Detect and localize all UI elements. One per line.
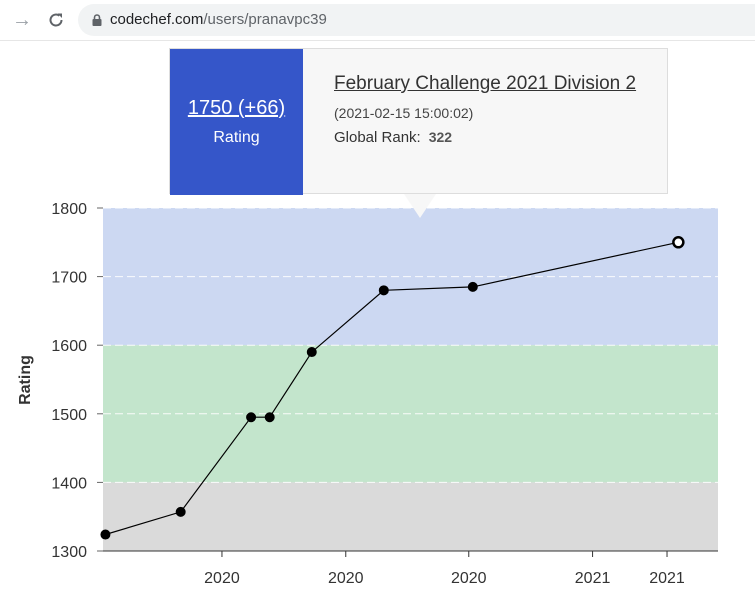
data-point	[378, 285, 389, 296]
tooltip-rating-value[interactable]: 1750 (+66)	[187, 97, 286, 119]
rating-line	[105, 241, 679, 536]
y-tick-label: 1800	[51, 201, 87, 218]
tooltip-contest-date: (2021-02-15 15:00:02)	[334, 105, 474, 121]
y-axis-label: Rating	[17, 355, 34, 405]
x-tick-label: 2021	[649, 570, 685, 587]
data-point	[246, 412, 257, 423]
axes: 1300 1400 1500 1600 1700 1800 2020 2020 2020 2021…	[51, 201, 718, 587]
highlighted-data-point	[672, 236, 685, 249]
y-tick-label: 1700	[51, 270, 87, 287]
address-bar[interactable]: codechef.com/users/pranavpc39	[78, 4, 755, 36]
data-point	[175, 506, 186, 517]
rating-bands	[103, 208, 718, 551]
tooltip-contest-link[interactable]: February Challenge 2021 Division 2	[334, 73, 637, 94]
data-point	[306, 347, 317, 358]
y-tick-label: 1600	[51, 338, 87, 355]
data-point	[100, 529, 111, 540]
url-text: codechef.com/users/pranavpc39	[110, 11, 327, 28]
global-rank-label: Global Rank:	[334, 129, 421, 146]
x-tick-label: 2021	[575, 570, 611, 587]
rating-band-2	[103, 482, 718, 551]
tooltip-global-rank: Global Rank: 322	[334, 129, 644, 146]
x-tick-label: 2020	[451, 570, 487, 587]
data-point	[467, 281, 478, 292]
global-rank-value: 322	[428, 129, 453, 145]
reload-icon[interactable]	[44, 8, 68, 32]
y-tick-label: 1400	[51, 475, 87, 492]
tooltip-pointer	[404, 194, 436, 218]
tooltip-rating-panel: 1750 (+66) Rating	[170, 49, 303, 195]
url-domain: codechef.com	[110, 11, 204, 28]
browser-toolbar: → codechef.com/users/pranavpc39	[0, 0, 755, 41]
rating-series	[100, 236, 685, 540]
reload-glyph	[49, 13, 63, 27]
y-tick-label: 1500	[51, 407, 87, 424]
x-tick-label: 2020	[328, 570, 364, 587]
data-point	[264, 412, 275, 423]
x-tick-label: 2020	[204, 570, 240, 587]
lock-icon	[92, 14, 102, 26]
y-tick-label: 1300	[51, 544, 87, 561]
rating-tooltip: 1750 (+66) Rating February Challenge 202…	[169, 48, 668, 195]
tooltip-rating-label: Rating	[213, 129, 260, 146]
url-path: /users/pranavpc39	[203, 11, 327, 28]
tooltip-details: February Challenge 2021 Division 2 (2021…	[334, 69, 644, 146]
forward-arrow-icon[interactable]: →	[12, 8, 32, 31]
